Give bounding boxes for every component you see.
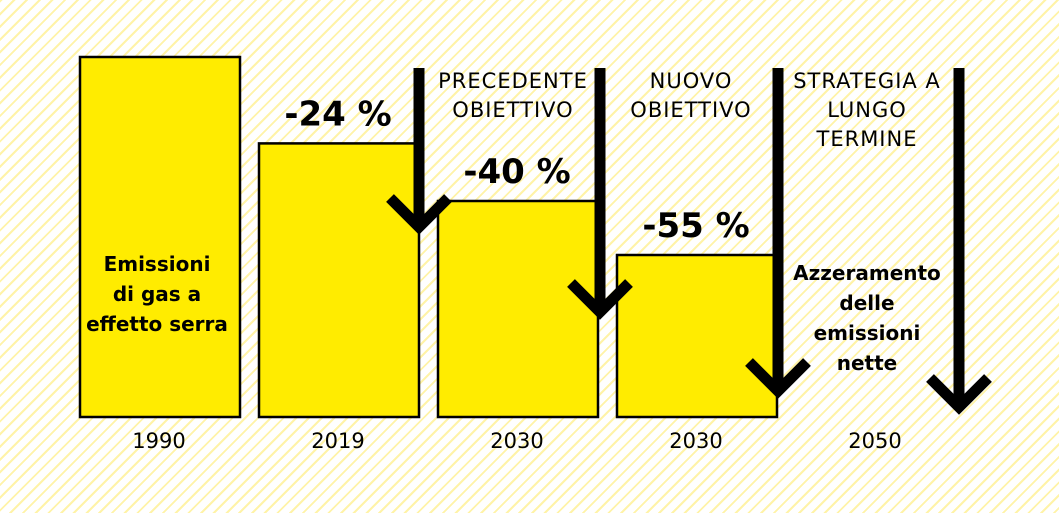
down-arrow-head-1 [567,279,633,320]
bar-0 [78,55,242,419]
bar-3 [615,253,779,419]
down-arrow-head-2 [745,358,811,399]
header-label-2-line-0: STRATEGIA A [793,69,941,93]
reduction-label-1: -24 % [284,94,391,134]
header-label-1-line-1: OBIETTIVO [630,98,751,122]
header-label-2-line-2: TERMINE [816,127,918,151]
year-label-2: 2030 [490,429,543,453]
header-label-1-line-0: NUOVO [650,69,733,93]
bar-label-line-0: Emissioni [104,252,211,276]
year-label-1: 2019 [311,429,364,453]
bar-2 [436,199,600,419]
bar-label-line-1: di gas a [113,282,201,306]
bar-label-line-2: effetto serra [86,312,228,336]
down-arrow-head-0 [386,194,452,235]
endpoint-label-line-3: nette [837,351,898,375]
year-label-4: 2050 [848,429,901,453]
endpoint-label-line-0: Azzeramento [793,261,941,285]
bar-1 [257,142,421,419]
year-label-3: 2030 [669,429,722,453]
endpoint-label-line-2: emissioni [814,321,921,345]
reduction-label-3: -55 % [642,206,749,246]
endpoint-label-line-1: delle [839,291,894,315]
header-label-0-line-1: OBIETTIVO [452,98,573,122]
reduction-label-2: -40 % [463,152,570,192]
header-label-2-line-1: LUNGO [827,98,907,122]
down-arrow-head-3 [926,374,992,415]
header-label-0-line-0: PRECEDENTE [438,69,588,93]
year-label-0: 1990 [132,429,185,453]
